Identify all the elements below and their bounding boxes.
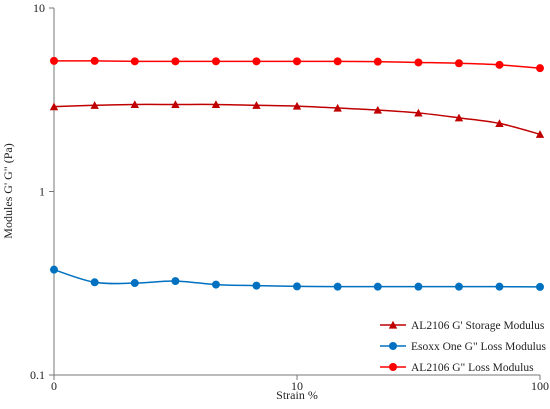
series-1 xyxy=(49,100,545,138)
data-point xyxy=(414,282,423,291)
data-point xyxy=(90,101,99,109)
data-point xyxy=(454,113,464,122)
data-point xyxy=(130,57,139,66)
data-point xyxy=(252,57,261,66)
data-point xyxy=(50,265,58,274)
data-point xyxy=(292,101,302,110)
legend-marker xyxy=(389,342,397,350)
data-point xyxy=(373,282,382,291)
data-point xyxy=(495,60,504,69)
data-point xyxy=(454,59,463,68)
legend: AL2106 G' Storage Modulus Esoxx One G" Lo… xyxy=(380,320,547,374)
data-point xyxy=(211,280,220,289)
x-axis-title: Strain % xyxy=(276,388,318,402)
data-point xyxy=(333,282,342,291)
data-point xyxy=(50,56,58,65)
data-point xyxy=(373,105,382,114)
data-point xyxy=(536,64,544,73)
legend-marker xyxy=(389,363,397,371)
data-point xyxy=(495,282,504,291)
data-point xyxy=(90,278,99,287)
legend-label: Esoxx One G" Loss Modulus xyxy=(411,341,547,353)
legend-label: AL2106 G" Loss Modulus xyxy=(411,362,534,374)
legend-item: AL2106 G" Loss Modulus xyxy=(380,362,534,374)
data-point xyxy=(414,58,423,67)
data-point xyxy=(211,100,221,109)
y-tick-label: 0.1 xyxy=(30,368,45,382)
data-point xyxy=(252,101,261,109)
x-tick-label: 10 xyxy=(291,379,303,393)
legend-marker xyxy=(388,320,398,329)
data-point xyxy=(293,282,301,291)
data-point xyxy=(414,108,423,117)
data-point xyxy=(535,130,545,138)
data-point xyxy=(171,57,180,66)
data-point xyxy=(333,57,342,66)
series-layer xyxy=(49,56,545,291)
series-2 xyxy=(50,265,544,291)
data-point xyxy=(536,282,544,291)
y-tick-label: 1 xyxy=(39,185,45,199)
legend-item: AL2106 G' Storage Modulus xyxy=(380,320,545,332)
legend-label: AL2106 G' Storage Modulus xyxy=(411,320,545,332)
data-point xyxy=(252,281,261,290)
data-point xyxy=(333,103,342,112)
x-tick-label: 100 xyxy=(531,379,549,393)
data-point xyxy=(211,57,220,66)
data-point xyxy=(495,119,504,127)
y-axis-title: Modules G' G" (Pa) xyxy=(1,143,15,238)
data-point xyxy=(373,57,382,66)
data-point xyxy=(171,277,180,286)
data-point xyxy=(130,100,139,109)
data-point xyxy=(49,102,59,111)
x-tick-label: 0 xyxy=(51,379,57,393)
data-point xyxy=(293,57,301,66)
legend-item: Esoxx One G" Loss Modulus xyxy=(380,341,547,353)
data-point xyxy=(454,282,463,291)
series-3 xyxy=(50,56,544,73)
data-point xyxy=(171,100,180,109)
data-point xyxy=(90,56,99,65)
data-point xyxy=(130,279,139,288)
y-tick-label: 10 xyxy=(33,1,45,15)
